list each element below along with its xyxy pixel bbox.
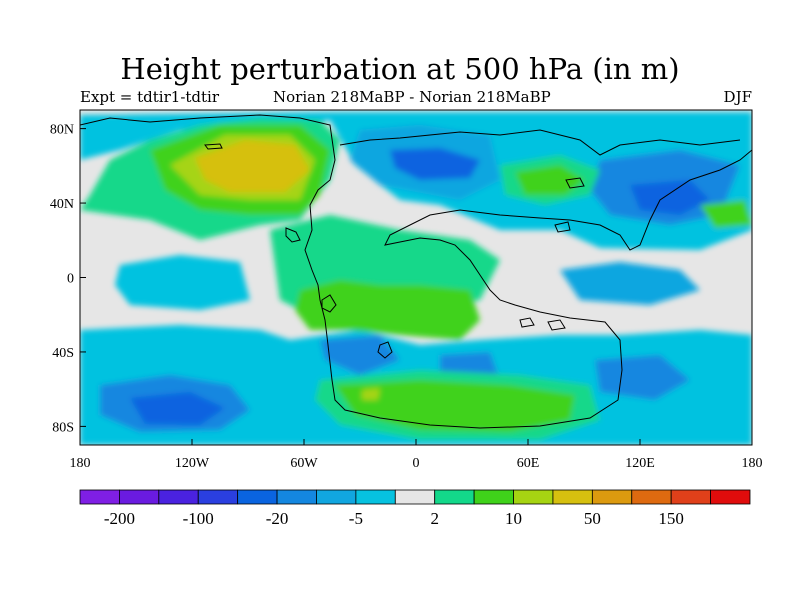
colorbar-label: 2: [430, 509, 439, 528]
x-tick-label: 180: [742, 456, 763, 471]
colorbar-swatch: [434, 489, 475, 505]
island-3: [321, 294, 337, 313]
x-tick-label: 60W: [290, 456, 318, 471]
period-label: Norian 218MaBP - Norian 218MaBP: [273, 88, 551, 106]
colorbar-label: -20: [266, 509, 289, 528]
island-8: [565, 177, 585, 189]
colorbar-label: 10: [505, 509, 522, 528]
coastline-northern: [339, 129, 741, 156]
x-tick-label: 60E: [517, 456, 540, 471]
tropical-pacific-negative: [115, 255, 250, 310]
y-axis: 80N 40N 0 40S 80S: [50, 123, 86, 435]
colorbar-swatch: [237, 489, 278, 505]
indian-negative: [560, 262, 700, 305]
colorbar-swatch: [158, 489, 199, 505]
pacific-small-high: [700, 200, 752, 228]
island-6: [547, 319, 566, 331]
island-1: [204, 143, 223, 150]
island-5: [554, 221, 571, 233]
australian-low: [595, 355, 690, 400]
colorbar-label: -5: [349, 509, 363, 528]
equatorial-atlantic-high: [295, 280, 480, 340]
x-tick-label: 180: [70, 456, 91, 471]
experiment-label: Expt = tdtir1-tdtir: [80, 88, 220, 106]
colorbar-swatch: [552, 489, 593, 505]
x-axis: 180 120W 60W 0 60E 120E 180: [70, 439, 763, 471]
central-asia-high: [515, 165, 585, 195]
y-tick-label: 40N: [50, 197, 74, 212]
southern-lime-patch: [362, 388, 380, 400]
colorbar-label: 50: [584, 509, 601, 528]
southern-high: [335, 380, 575, 432]
colorbar-swatch: [276, 489, 317, 505]
coastlines: [80, 114, 752, 429]
siberian-low: [630, 180, 710, 215]
island-7: [519, 317, 535, 328]
colorbar-swatch: [513, 489, 554, 505]
island-2: [285, 227, 301, 243]
north-pacific-high: [195, 140, 310, 192]
south-pacific-low: [130, 392, 225, 425]
colorbar-label: -200: [104, 509, 135, 528]
colorbar-label: -100: [183, 509, 214, 528]
contour-field: [80, 110, 752, 445]
colorbar-swatch: [197, 489, 239, 505]
colorbar-label: 150: [658, 509, 684, 528]
colorbar-swatch: [591, 489, 633, 505]
colorbar: -200 -100 -20 -5 2 10 50 150: [79, 489, 751, 528]
colorbar-swatch: [394, 489, 436, 505]
arctic-low: [390, 148, 480, 180]
colorbar-swatch: [355, 489, 396, 505]
colorbar-swatch: [316, 489, 357, 505]
y-tick-label: 40S: [52, 346, 74, 361]
colorbar-swatch: [79, 489, 120, 505]
x-tick-label: 120W: [175, 456, 210, 471]
colorbar-swatch: [473, 489, 514, 505]
colorbar-swatch: [710, 489, 751, 505]
x-tick-label: 0: [413, 456, 420, 471]
coastline-main: [80, 114, 752, 429]
island-4: [377, 341, 393, 359]
y-tick-label: 80N: [50, 123, 74, 138]
chart-title: Height perturbation at 500 hPa (in m): [120, 52, 680, 86]
season-label: DJF: [723, 88, 752, 106]
y-tick-label: 0: [67, 272, 74, 287]
y-tick-label: 80S: [52, 420, 74, 435]
colorbar-swatch: [670, 489, 711, 505]
colorbar-swatch: [119, 489, 160, 505]
x-tick-label: 120E: [625, 456, 655, 471]
colorbar-swatch: [631, 489, 672, 505]
